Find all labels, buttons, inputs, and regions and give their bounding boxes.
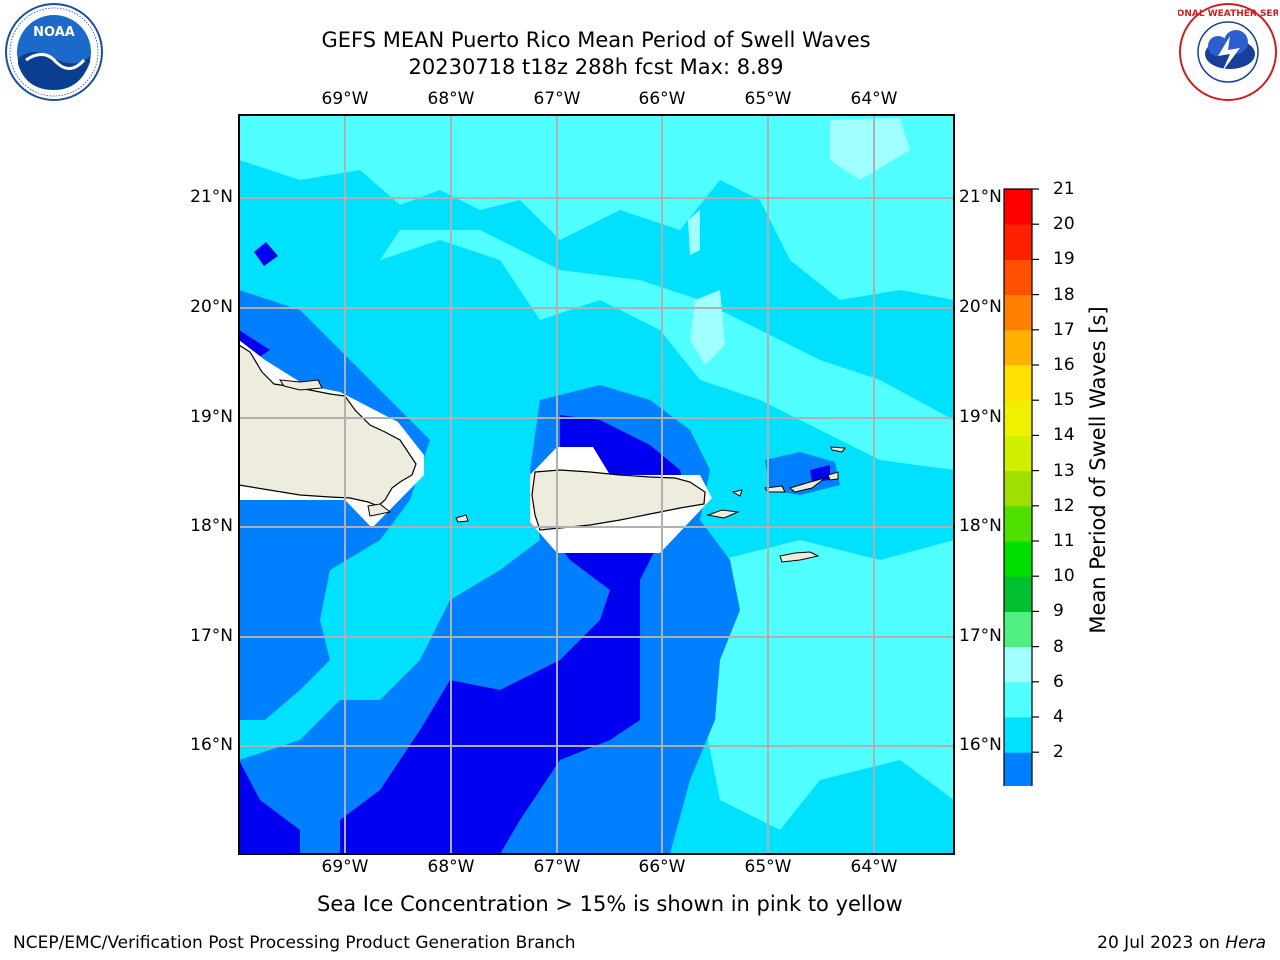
lon-label-bottom-69w: 69°W [321, 857, 369, 877]
colorbar-segment [1004, 294, 1032, 331]
noaa-logo-text: NOAA [33, 25, 75, 40]
colorbar-segment [1004, 717, 1032, 753]
contour-2-4s-spot [254, 242, 278, 266]
nws-logo-text: NATIONAL WEATHER SERVICE [1178, 9, 1278, 19]
contour-8-9s-small [688, 210, 700, 255]
sea-ice-caption: Sea Ice Concentration > 15% is shown in … [317, 892, 903, 916]
island-saona [367, 503, 392, 517]
colorbar-tick-label: 10 [1053, 566, 1075, 587]
contour-4-6s-bvi [765, 452, 840, 495]
colorbar-tick-label: 20 [1053, 214, 1075, 235]
colorbar-segment [1004, 681, 1032, 718]
colorbar-tick-label: 18 [1053, 284, 1075, 305]
lon-label-top-67w: 67°W [533, 89, 581, 109]
lon-label-bottom-64w: 64°W [850, 857, 898, 877]
map-frame [238, 114, 955, 855]
lat-label-right-18n: 18°N [959, 516, 1002, 536]
footer-date: 20 Jul 2023 on Hera [1097, 933, 1266, 953]
colorbar-segment [1004, 224, 1032, 260]
lat-label-right-20n: 20°N [959, 297, 1002, 317]
colorbar-tick-label: 14 [1053, 425, 1075, 446]
island-mona [455, 514, 469, 523]
colorbar-segment [1004, 329, 1032, 366]
nws-logo: NATIONAL WEATHER SERVICE [1153, 2, 1280, 106]
footer-host: Hera [1225, 933, 1266, 953]
colorbar-tick-label: 9 [1053, 601, 1064, 622]
lon-label-top-68w: 68°W [427, 89, 475, 109]
lat-label-left-21n: 21°N [190, 187, 233, 207]
colorbar-segment [1004, 611, 1032, 648]
contour-2-4s-sw [239, 760, 300, 854]
lon-label-bottom-68w: 68°W [427, 857, 475, 877]
colorbar-segment [1004, 752, 1032, 786]
footer-credit: NCEP/EMC/Verification Post Processing Pr… [13, 933, 576, 953]
island-culebra [731, 489, 743, 497]
colorbar-tick-label: 2 [1053, 742, 1064, 763]
island-virgin-gorda [827, 471, 839, 481]
lon-label-top-65w: 65°W [744, 89, 792, 109]
colorbar-tick-label: 19 [1053, 249, 1075, 270]
colorbar-segment [1004, 435, 1032, 472]
colorbar-segment [1004, 646, 1032, 683]
lat-label-right-16n: 16°N [959, 735, 1002, 755]
lon-label-bottom-65w: 65°W [744, 857, 792, 877]
contour-8-9s-ne [830, 118, 910, 180]
colorbar-segment [1004, 400, 1032, 436]
hispaniola-north-coast-detail [278, 379, 323, 391]
colorbar-segment [1004, 365, 1032, 401]
colorbar [1003, 188, 1039, 786]
lon-label-bottom-66w: 66°W [638, 857, 686, 877]
lat-label-left-16n: 16°N [190, 735, 233, 755]
contour-6-8s-central [380, 230, 954, 470]
lat-label-right-17n: 17°N [959, 626, 1002, 646]
colorbar-segment [1004, 189, 1032, 225]
island-anegada [830, 446, 846, 453]
footer-date-text: 20 Jul 2023 on [1097, 933, 1226, 953]
colorbar-tick-label: 15 [1053, 390, 1075, 411]
noaa-logo: NOAA [4, 2, 104, 106]
contour-6-8s-north [239, 115, 954, 300]
colorbar-segment [1004, 576, 1032, 612]
colorbar-tick-label: 21 [1053, 179, 1075, 199]
map-subtitle: 20230718 t18z 288h fcst Max: 8.89 [408, 55, 784, 79]
colorbar-segment [1004, 541, 1032, 577]
lat-label-left-19n: 19°N [190, 407, 233, 427]
lon-label-top-66w: 66°W [638, 89, 686, 109]
lon-label-top-64w: 64°W [850, 89, 898, 109]
map-gridlines [239, 115, 954, 854]
colorbar-outline [1003, 188, 1033, 786]
colorbar-tick-label: 12 [1053, 495, 1075, 516]
colorbar-tick-label: 11 [1053, 531, 1075, 551]
contour-2-4s-bvi [810, 465, 830, 482]
colorbar-tick-label: 4 [1053, 707, 1064, 727]
colorbar-segment [1004, 505, 1032, 542]
colorbar-tick-label: 8 [1053, 636, 1064, 657]
lat-label-right-19n: 19°N [959, 407, 1002, 427]
map-title: GEFS MEAN Puerto Rico Mean Period of Swe… [321, 28, 871, 52]
island-vieques [706, 509, 740, 519]
lat-label-left-17n: 17°N [190, 626, 233, 646]
island-tortola [788, 477, 826, 493]
lat-label-left-18n: 18°N [190, 516, 233, 536]
lat-label-left-20n: 20°N [190, 297, 233, 317]
lon-label-bottom-67w: 67°W [533, 857, 581, 877]
colorbar-title: Mean Period of Swell Waves [s] [1086, 306, 1110, 634]
colorbar-tick-label: 17 [1053, 319, 1075, 340]
contour-6-8s-southeast [700, 540, 954, 830]
colorbar-tick-label: 6 [1053, 671, 1064, 692]
lat-label-right-21n: 21°N [959, 187, 1002, 207]
colorbar-tick-label: 16 [1053, 355, 1075, 375]
island-st-croix [779, 551, 820, 563]
lon-label-top-69w: 69°W [321, 89, 369, 109]
colorbar-segment [1004, 259, 1032, 296]
colorbar-tick-label: 13 [1053, 460, 1075, 481]
colorbar-segment [1004, 470, 1032, 507]
